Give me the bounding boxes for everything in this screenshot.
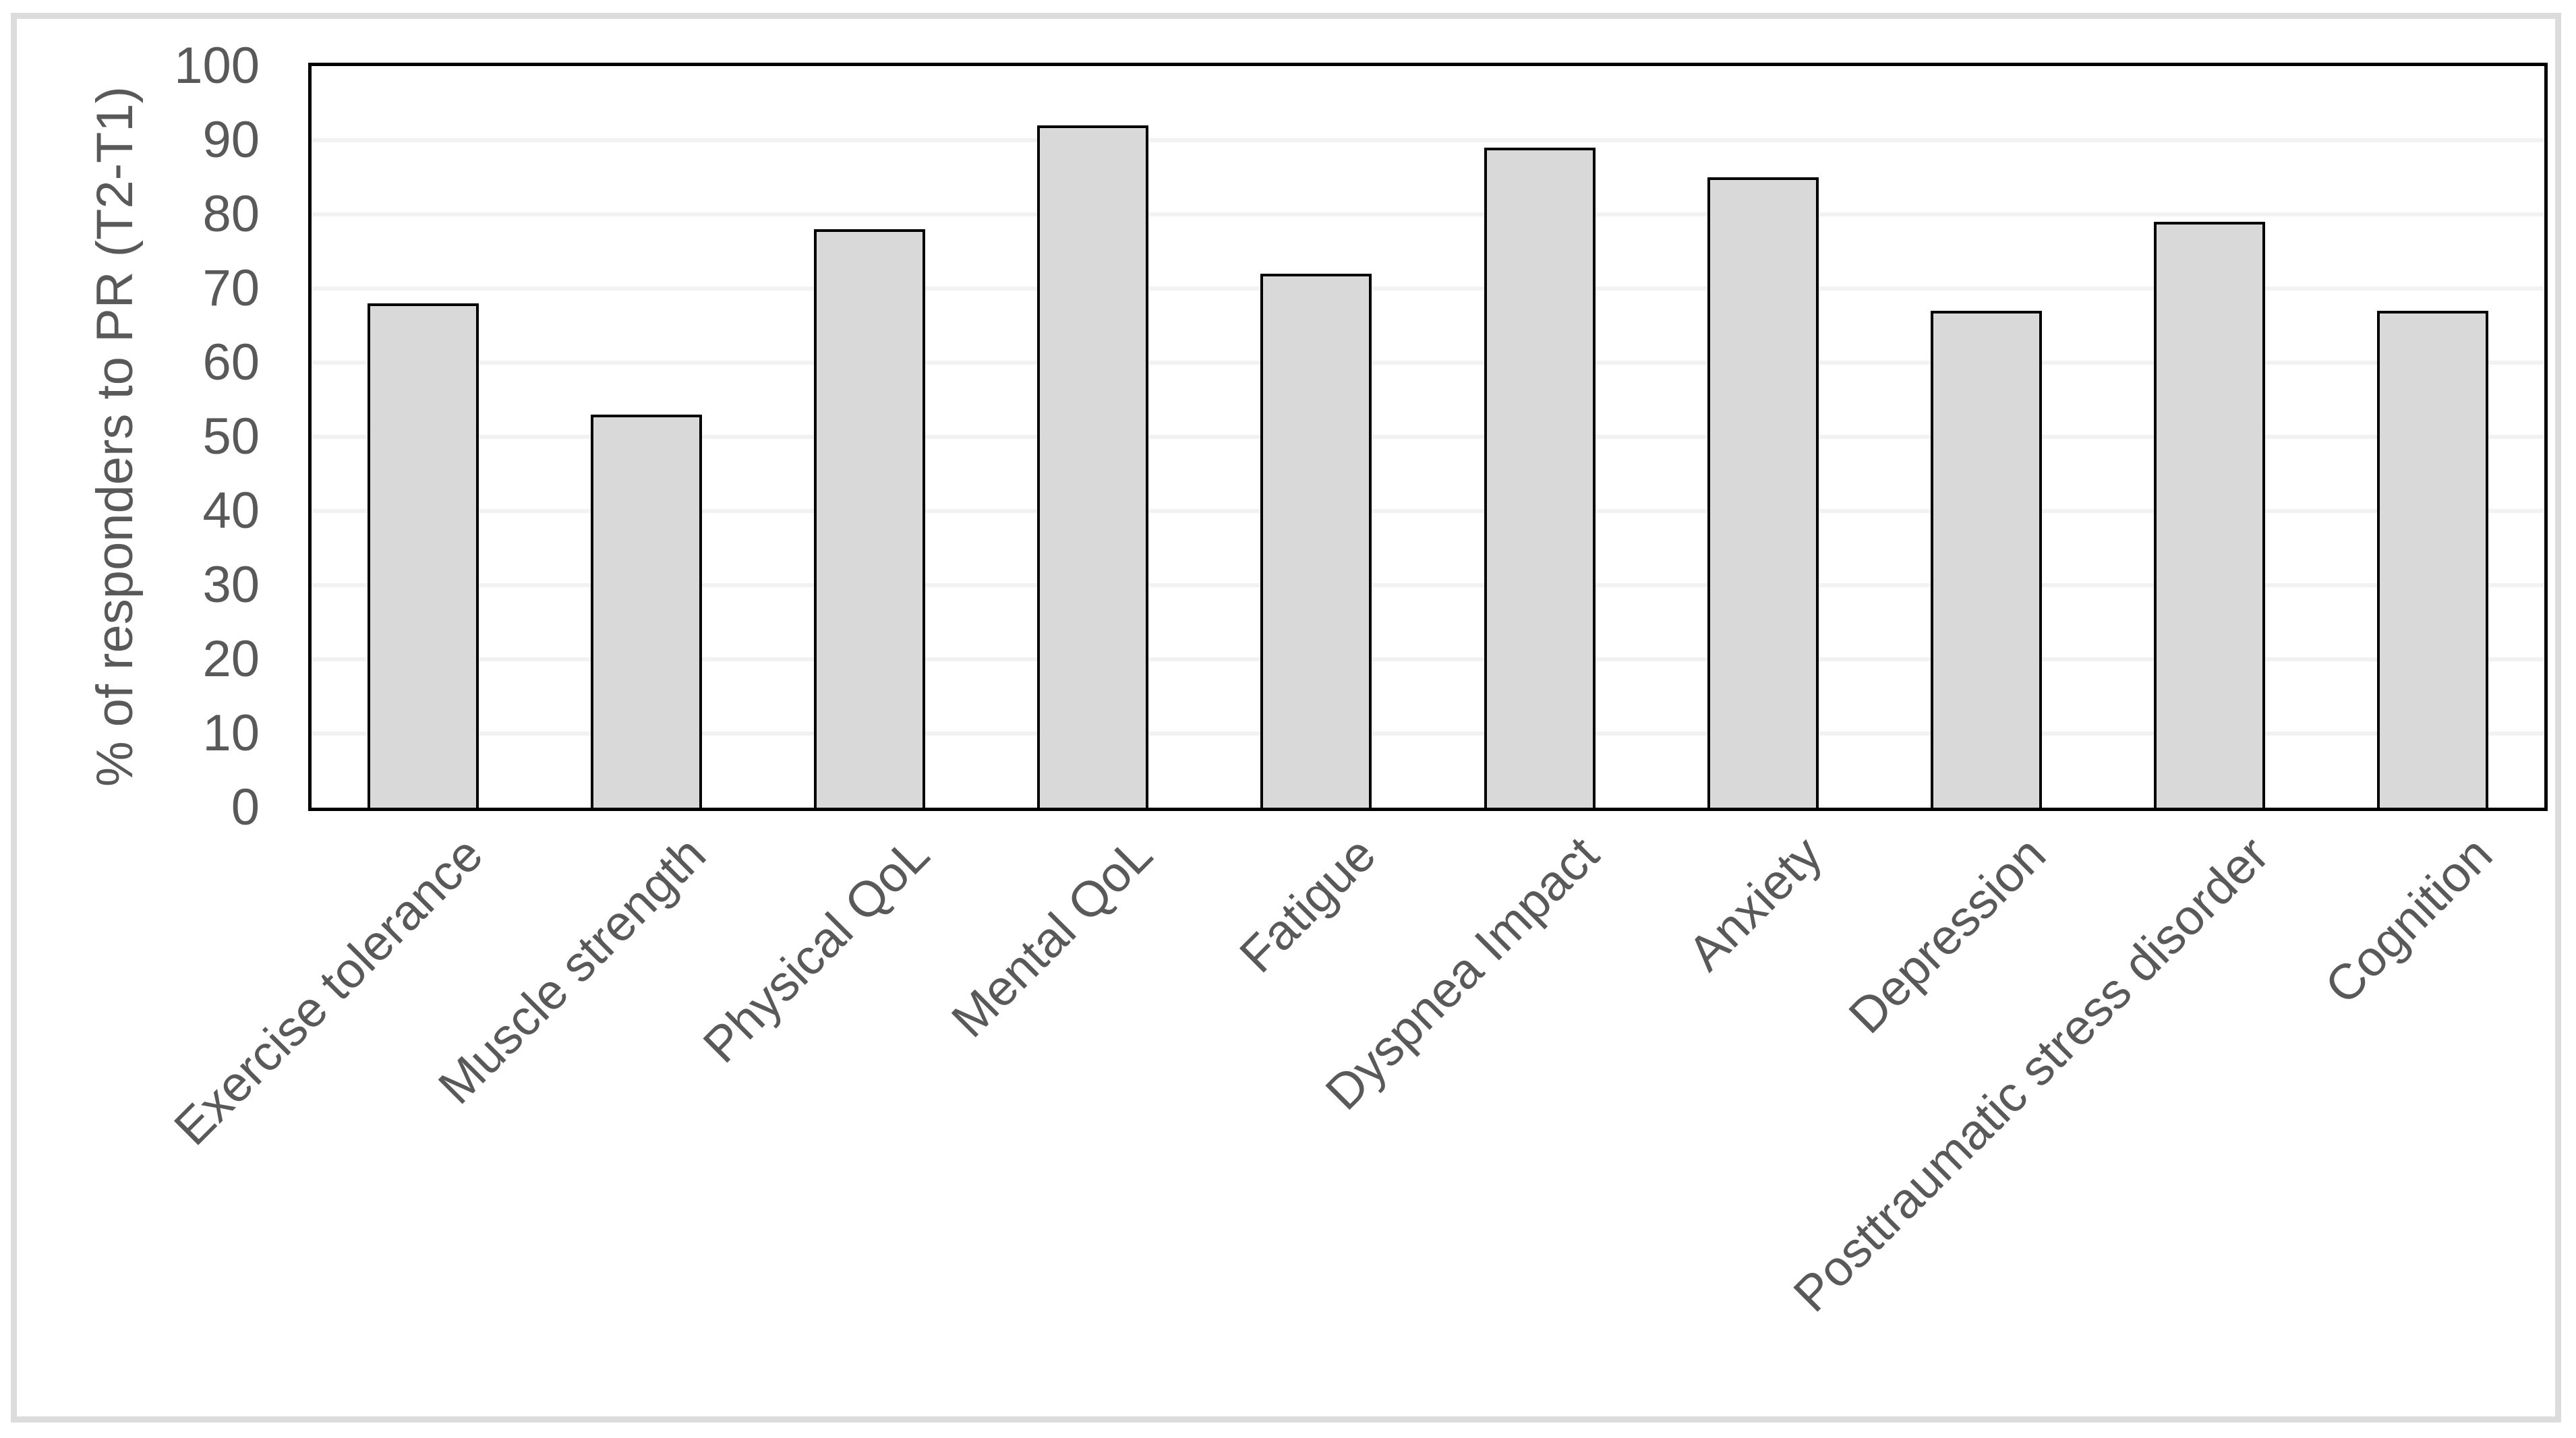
gridline-80 [312,212,2544,216]
bar-depression [1930,311,2042,808]
y-tick-label-70: 70 [202,260,260,317]
bar-muscle-strength [591,415,703,808]
y-tick-label-20: 20 [202,630,260,688]
bar-physical-qol [814,229,926,808]
y-tick-label-40: 40 [202,482,260,539]
bar-fatigue [1260,274,1372,808]
y-axis-title: % of responders to PR (T2-T1) [81,66,148,808]
y-tick-label-10: 10 [202,705,260,762]
y-tick-label-60: 60 [202,334,260,391]
bar-anxiety [1707,177,1819,808]
gridline-90 [312,138,2544,142]
bar-posttraumatic-stress-disorder [2153,222,2265,808]
plot-area [308,63,2548,811]
gridline-70 [312,287,2544,291]
gridline-60 [312,361,2544,365]
y-tick-label-0: 0 [231,779,260,836]
gridline-50 [312,435,2544,439]
bar-mental-qol [1037,125,1149,808]
bar-exercise-tolerance [368,303,479,808]
y-tick-label-50: 50 [202,408,260,465]
y-axis-title-text: % of responders to PR (T2-T1) [86,86,144,787]
gridline-20 [312,657,2544,661]
bar-dyspnea-impact [1484,148,1596,808]
y-tick-label-100: 100 [174,37,260,94]
y-tick-label-90: 90 [202,111,260,169]
y-tick-label-30: 30 [202,556,260,613]
bar-cognition [2376,311,2488,808]
gridline-30 [312,583,2544,587]
y-tick-label-80: 80 [202,185,260,243]
gridline-40 [312,509,2544,513]
gridline-10 [312,731,2544,736]
